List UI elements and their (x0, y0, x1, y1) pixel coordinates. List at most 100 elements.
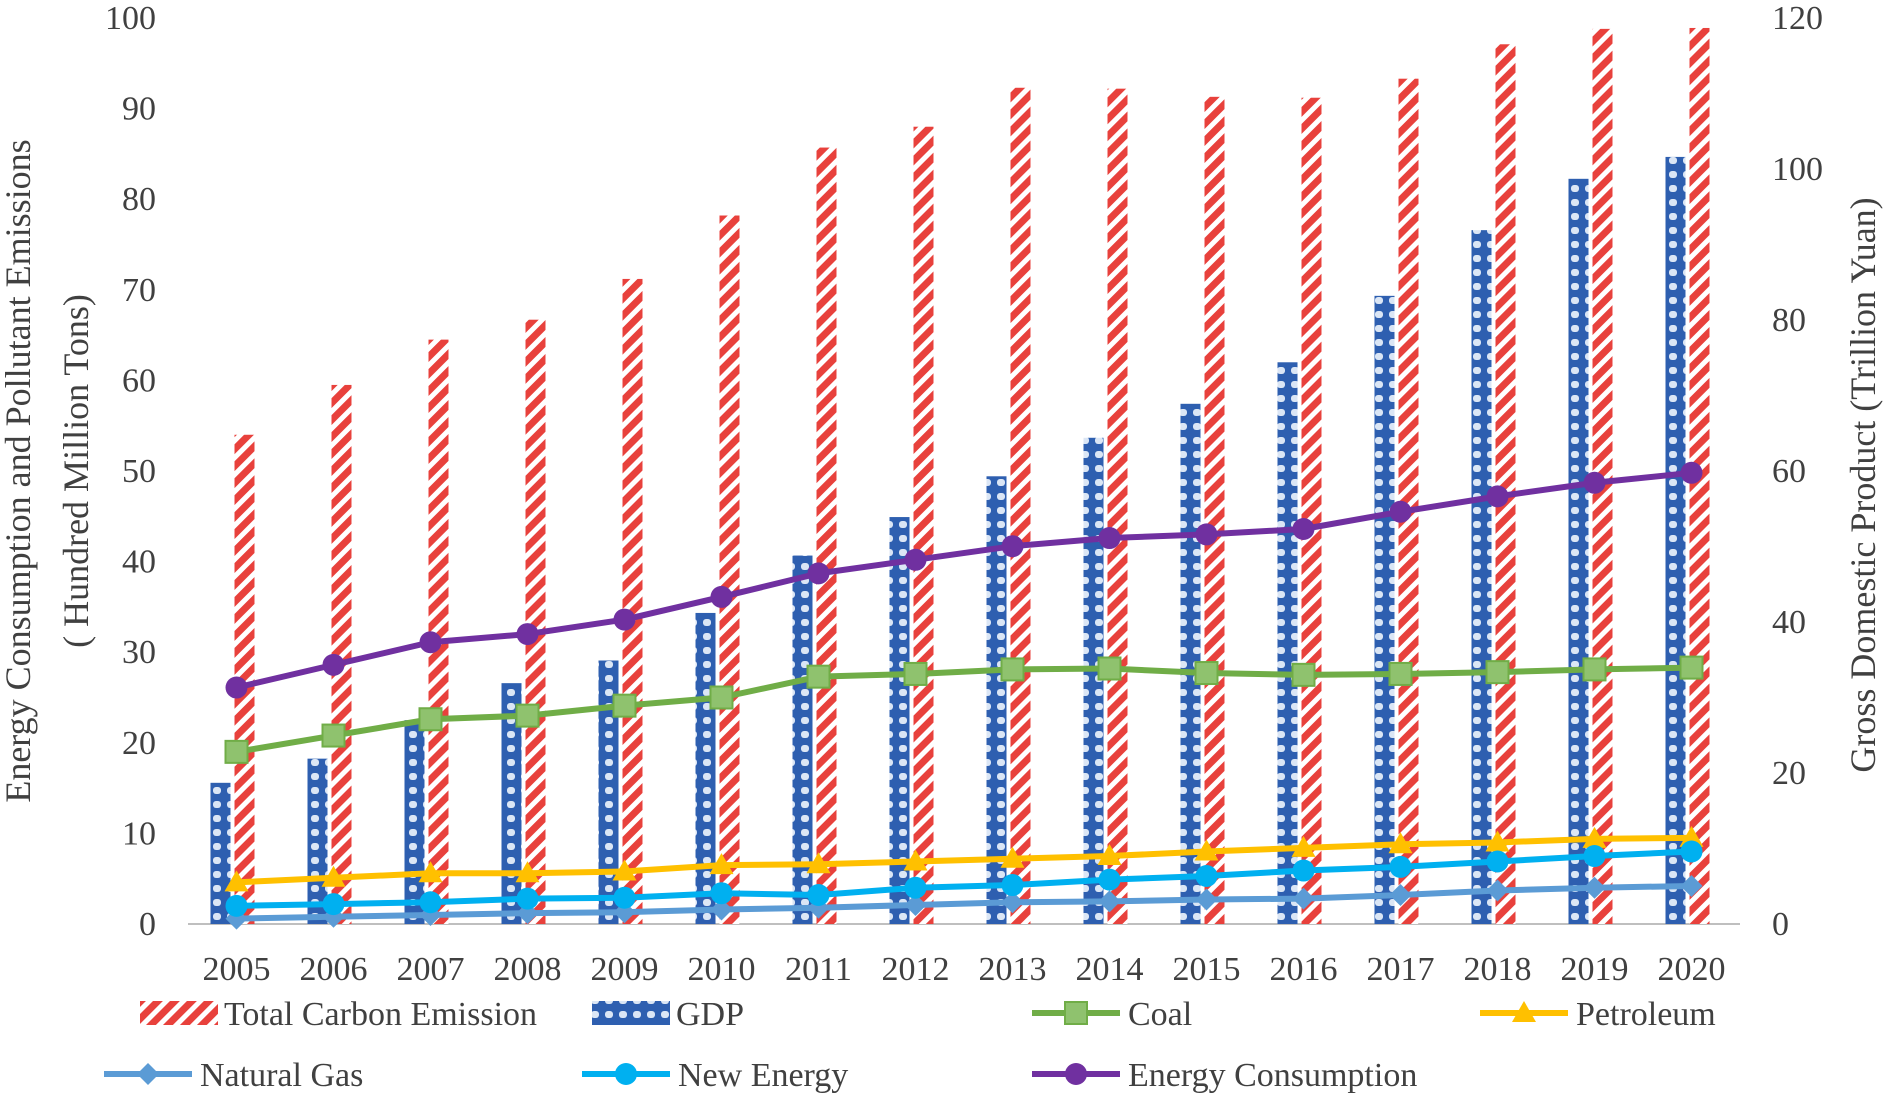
total-carbon-emission-bar (1301, 97, 1322, 924)
coal-point (806, 664, 831, 689)
new-energy-point (1389, 855, 1412, 878)
new-energy-point (1292, 859, 1315, 882)
gdp-bar (889, 517, 910, 924)
natural-gas-point (1583, 876, 1606, 899)
x-tick-label: 2010 (688, 951, 756, 988)
total-carbon-emission-bar (719, 215, 740, 924)
new-energy-point (613, 886, 636, 909)
natural-gas-point (1486, 879, 1509, 902)
gdp-bar (1083, 437, 1104, 924)
gdp-bar (1568, 178, 1589, 924)
petroleum-legend-label: Petroleum (1576, 996, 1716, 1033)
energy-consumption-series-line (233, 469, 1695, 691)
natural-gas-legend-marker (137, 1063, 159, 1085)
coal-point (903, 661, 928, 686)
total-carbon-emission-bar (622, 278, 643, 925)
total-carbon-emission-bar (913, 126, 934, 925)
coal-point (1485, 660, 1510, 685)
gdp-bar (986, 476, 1007, 924)
new-energy-series-line (233, 848, 1695, 909)
petroleum-point (806, 852, 831, 874)
coal-point (1000, 657, 1025, 682)
x-tick-label: 2016 (1270, 951, 1338, 988)
petroleum-point (224, 870, 249, 892)
y-left-tick-label: 30 (122, 634, 156, 671)
energy-consumption-point (1001, 535, 1024, 558)
x-tick-label: 2008 (494, 951, 562, 988)
gdp-bar (501, 683, 522, 924)
energy-consumption-point (1098, 527, 1121, 550)
energy-consumption-point (904, 548, 927, 571)
y-right-tick-label: 80 (1772, 302, 1806, 339)
new-energy-point (1583, 845, 1606, 868)
petroleum-point (418, 861, 443, 883)
y-left-tick-label: 10 (122, 815, 156, 852)
natural-gas-point (710, 898, 733, 921)
new-energy-legend-label: New Energy (678, 1057, 848, 1094)
coal-point (418, 707, 443, 732)
coal-point (1388, 661, 1413, 686)
coal-point (1291, 662, 1316, 687)
coal-point (1194, 661, 1219, 686)
coal-point (612, 693, 637, 718)
x-tick-label: 2007 (397, 951, 465, 988)
y-right-axis-title: Gross Domestic Product (Trillion Yuan) (1843, 197, 1883, 772)
gdp-bar (1471, 230, 1492, 924)
y-left-tick-label: 100 (105, 0, 156, 37)
gdp-bar (307, 758, 328, 924)
y-left-axis-title-line2: ( Hundred Million Tons) (56, 294, 96, 648)
petroleum-point (515, 861, 540, 883)
gdp-bar (210, 782, 231, 924)
petroleum-point (1485, 830, 1510, 852)
x-tick-label: 2018 (1464, 951, 1532, 988)
coal-legend-marker (1064, 1001, 1088, 1025)
gdp-legend-label: GDP (676, 996, 744, 1033)
coal-point (1679, 655, 1704, 680)
natural-gas-point (1195, 888, 1218, 911)
x-tick-label: 2017 (1367, 951, 1435, 988)
new-energy-point (1098, 868, 1121, 891)
coal-series-line (233, 664, 1695, 755)
coal-point (1097, 656, 1122, 681)
petroleum-point (1194, 839, 1219, 861)
new-energy-point (322, 893, 345, 916)
energy-consumption-point (419, 631, 442, 654)
total-carbon-emission-bar (1107, 88, 1128, 925)
total-carbon-emission-bar (331, 384, 352, 924)
coal-point (709, 685, 734, 710)
y-right-tick-label: 60 (1772, 453, 1806, 490)
energy-consumption-point (710, 585, 733, 608)
gdp-bar (1277, 362, 1298, 924)
x-tick-label: 2020 (1658, 951, 1726, 988)
x-tick-label: 2014 (1076, 951, 1144, 988)
x-tick-label: 2012 (882, 951, 950, 988)
coal-point (224, 739, 249, 764)
total-carbon-emission-bar (1204, 96, 1225, 924)
total-carbon-emission-legend-swatch (140, 1001, 218, 1025)
coal-point (515, 703, 540, 728)
gdp-bar (695, 612, 716, 924)
energy-consumption-point (1195, 523, 1218, 546)
energy-consumption-point (807, 562, 830, 585)
new-energy-point (807, 884, 830, 907)
x-tick-label: 2011 (785, 951, 852, 988)
energy-consumption-point (1680, 461, 1703, 484)
total-carbon-emission-bar (234, 434, 255, 924)
petroleum-point (1679, 825, 1704, 847)
x-tick-label: 2005 (203, 951, 271, 988)
energy-consumption-point (1486, 485, 1509, 508)
total-carbon-emission-legend-label: Total Carbon Emission (224, 996, 537, 1033)
new-energy-point (904, 876, 927, 899)
x-tick-label: 2013 (979, 951, 1047, 988)
new-energy-point (710, 882, 733, 905)
gdp-bar (1665, 156, 1686, 925)
new-energy-point (1001, 874, 1024, 897)
energy-consumption-point (225, 676, 248, 699)
new-energy-point (1486, 850, 1509, 873)
petroleum-point (709, 853, 734, 875)
y-left-tick-label: 80 (122, 181, 156, 218)
energy-consumption-point (322, 653, 345, 676)
x-tick-label: 2015 (1173, 951, 1241, 988)
total-carbon-emission-bar (428, 339, 449, 924)
